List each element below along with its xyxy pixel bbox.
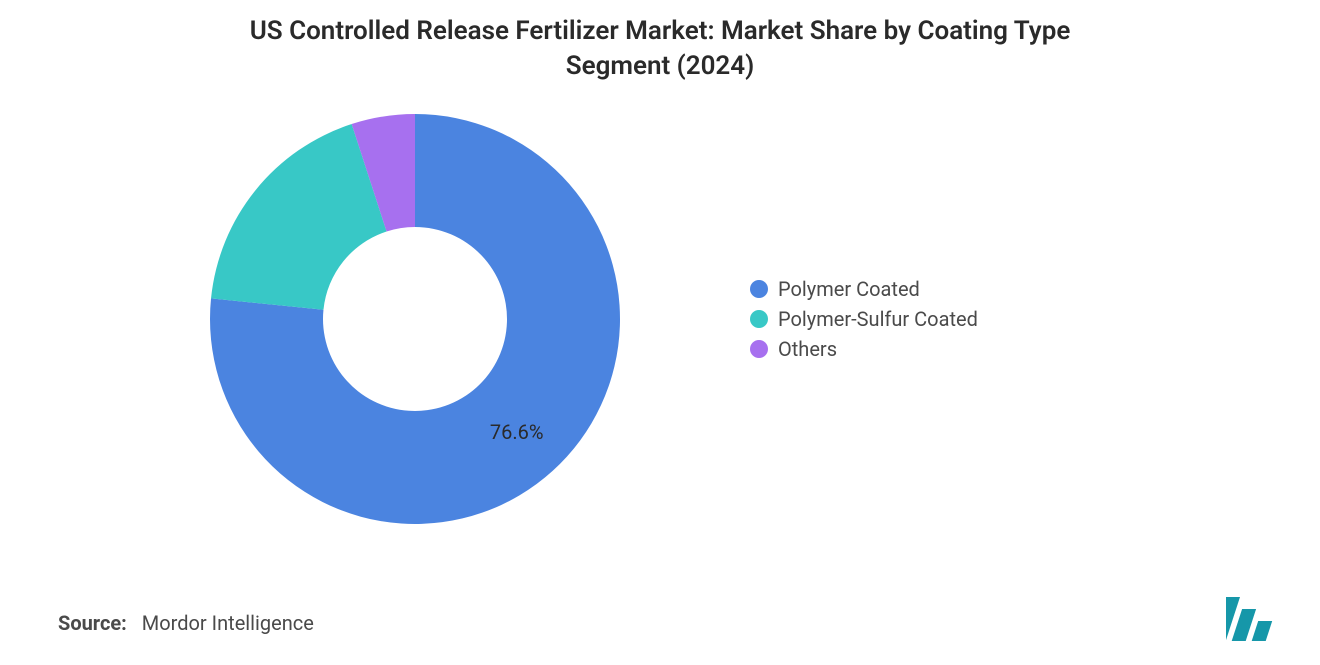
- legend-item-0: Polymer Coated: [750, 277, 978, 301]
- legend-item-1: Polymer-Sulfur Coated: [750, 307, 978, 331]
- logo-bar-1: [1232, 609, 1256, 641]
- legend-swatch-icon: [750, 340, 768, 358]
- chart-title: US Controlled Release Fertilizer Market:…: [0, 0, 1320, 84]
- legend-label: Polymer-Sulfur Coated: [778, 307, 978, 331]
- source-label: Source:: [58, 611, 127, 635]
- logo-bar-2: [1252, 621, 1272, 641]
- donut-chart: 76.6%: [200, 104, 630, 534]
- chart-title-line1: US Controlled Release Fertilizer Market:…: [250, 16, 1071, 46]
- source-line: Source: Mordor Intelligence: [58, 611, 314, 635]
- legend-label: Others: [778, 337, 837, 361]
- legend-swatch-icon: [750, 280, 768, 298]
- legend-swatch-icon: [750, 310, 768, 328]
- donut-svg: [200, 104, 630, 534]
- legend-label: Polymer Coated: [778, 277, 920, 301]
- brand-logo-svg: [1226, 597, 1280, 641]
- chart-title-line2: Segment (2024): [566, 51, 755, 81]
- source-value: Mordor Intelligence: [142, 611, 314, 635]
- legend-item-2: Others: [750, 337, 978, 361]
- donut-slice-1: [211, 124, 387, 310]
- legend: Polymer Coated Polymer-Sulfur Coated Other…: [750, 271, 978, 367]
- brand-logo: [1226, 597, 1280, 645]
- chart-row: 76.6% Polymer Coated Polymer-Sulfur Coate…: [0, 104, 1320, 534]
- donut-slice-label-0: 76.6%: [490, 420, 544, 444]
